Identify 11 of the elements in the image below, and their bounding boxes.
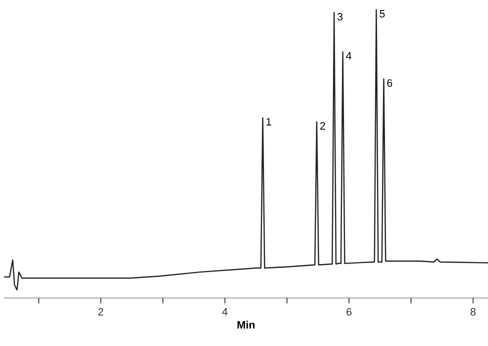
annotation: 6 bbox=[387, 79, 392, 87]
x-tick-label: 4 bbox=[222, 308, 228, 316]
annotation: 5 bbox=[380, 10, 385, 18]
annotation: 2 bbox=[320, 122, 326, 130]
x-tick-label: 2 bbox=[98, 308, 104, 316]
x-axis-title: Min bbox=[238, 320, 255, 328]
x-tick-label: 8 bbox=[470, 308, 476, 316]
annotation: 3 bbox=[337, 12, 343, 20]
annotation: 1 bbox=[266, 118, 272, 126]
x-tick-label: 6 bbox=[346, 308, 352, 316]
annotation: 4 bbox=[346, 52, 352, 60]
